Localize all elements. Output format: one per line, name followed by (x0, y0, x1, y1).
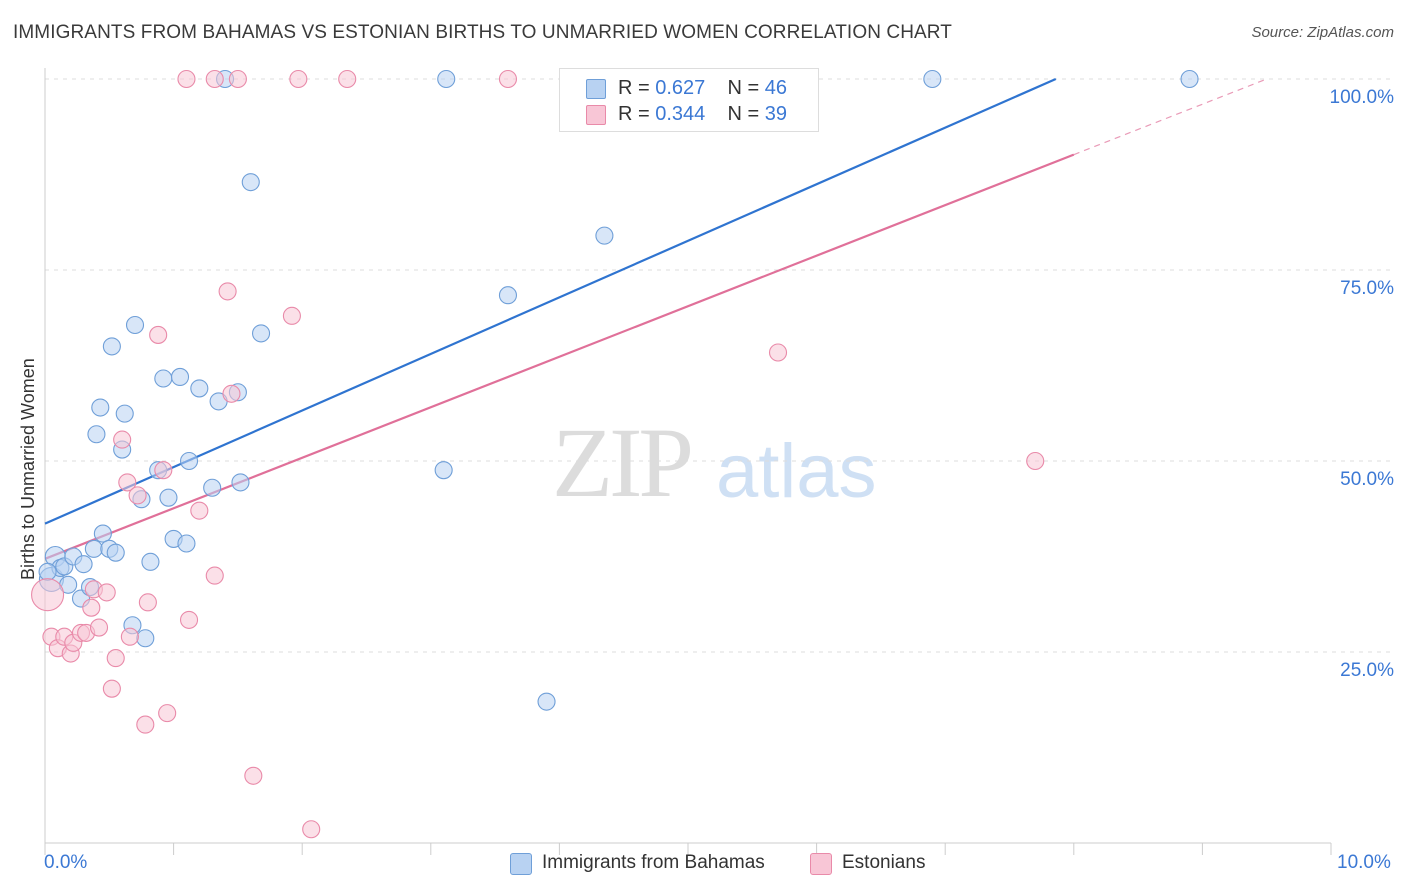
point-estonians (31, 578, 65, 612)
y-tick-label-25: 25.0% (1340, 660, 1394, 681)
point-estonians (89, 618, 109, 637)
trend-line-estonians-extension (1073, 78, 1267, 156)
legend-n-value: 46 (764, 77, 788, 99)
point-estonians (302, 820, 321, 839)
point-estonians (136, 715, 155, 734)
legend-n-label: N = (727, 103, 765, 125)
point-bahamas (38, 562, 57, 581)
series-legend: Immigrants from Bahamas Estonians (0, 852, 1406, 876)
point-estonians (113, 430, 132, 449)
point-estonians (498, 69, 518, 89)
legend-swatch-blue (586, 79, 606, 99)
point-bahamas (251, 324, 271, 343)
point-bahamas (241, 173, 260, 192)
point-estonians (158, 704, 177, 723)
point-bahamas (102, 337, 121, 356)
point-bahamas (923, 69, 942, 89)
point-estonians (222, 384, 241, 403)
point-estonians (190, 501, 209, 520)
point-estonians (118, 473, 137, 492)
point-bahamas (115, 404, 134, 423)
point-bahamas (179, 451, 199, 471)
axes (44, 68, 1332, 855)
point-bahamas (595, 226, 614, 245)
point-bahamas (106, 543, 125, 562)
legend-swatch-pink (810, 853, 832, 875)
point-estonians (289, 69, 308, 89)
point-estonians (205, 69, 224, 89)
point-estonians (120, 627, 139, 646)
x-tick-label-max: 10.0% (1337, 852, 1391, 873)
point-estonians (106, 649, 125, 668)
gridlines (45, 78, 1393, 653)
point-bahamas (87, 425, 106, 444)
chart-title: IMMIGRANTS FROM BAHAMAS VS ESTONIAN BIRT… (13, 22, 952, 43)
watermark-atlas: atlas (716, 429, 877, 514)
point-estonians (228, 69, 247, 89)
point-estonians (82, 598, 101, 617)
point-estonians (97, 583, 116, 602)
point-bahamas (154, 369, 173, 388)
x-tick-label-min: 0.0% (44, 852, 88, 873)
y-tick-label-75: 75.0% (1340, 278, 1394, 299)
point-bahamas (159, 488, 178, 507)
point-estonians (218, 282, 237, 301)
legend-r-label: R = (618, 77, 656, 99)
point-bahamas (170, 367, 190, 387)
point-bahamas (74, 555, 93, 574)
point-estonians (282, 306, 301, 325)
point-estonians (768, 343, 788, 362)
legend-label-estonians: Estonians (842, 852, 926, 873)
legend-r-value: 0.627 (655, 77, 706, 99)
point-bahamas (190, 379, 209, 398)
point-bahamas (91, 398, 110, 417)
point-bahamas (141, 552, 160, 571)
legend-r-label: R = (618, 103, 656, 125)
point-estonians (244, 766, 263, 785)
trend-line-bahamas (44, 77, 1057, 525)
point-bahamas (93, 524, 112, 543)
y-axis-label: Births to Unmarried Women (18, 358, 38, 580)
trend-lines (44, 77, 1267, 560)
legend-swatch-pink (586, 105, 606, 125)
source-label: Source: ZipAtlas.com (1251, 24, 1394, 41)
point-estonians (102, 679, 121, 698)
legend-n-value: 39 (764, 103, 788, 125)
point-bahamas (434, 461, 453, 480)
point-bahamas (498, 286, 518, 305)
point-estonians (205, 566, 224, 585)
point-estonians (138, 593, 157, 612)
point-bahamas (125, 315, 145, 335)
y-tick-label-100: 100.0% (1329, 87, 1394, 108)
trend-line-estonians (44, 153, 1075, 560)
point-estonians (1026, 451, 1045, 471)
point-estonians (128, 486, 147, 505)
point-bahamas (537, 692, 556, 711)
data-points (31, 69, 1199, 839)
point-bahamas (203, 478, 222, 497)
point-estonians (179, 610, 199, 629)
legend-n-label: N = (727, 77, 765, 99)
point-bahamas (177, 534, 196, 553)
point-estonians (338, 69, 357, 89)
legend-r-value: 0.344 (655, 103, 706, 125)
y-tick-label-50: 50.0% (1340, 469, 1394, 490)
point-bahamas (1180, 69, 1199, 89)
point-bahamas (136, 629, 155, 648)
point-estonians (149, 325, 168, 344)
legend-swatch-blue (510, 853, 532, 875)
watermark-zip: ZIP (552, 407, 694, 518)
point-estonians (177, 69, 196, 89)
point-bahamas (84, 539, 103, 558)
legend-label-bahamas: Immigrants from Bahamas (542, 852, 765, 873)
point-bahamas (231, 473, 250, 492)
point-bahamas (437, 69, 456, 89)
correlation-legend: R = 0.627 N = 46 R = 0.344 N = 39 (559, 68, 819, 132)
point-estonians (154, 461, 173, 480)
